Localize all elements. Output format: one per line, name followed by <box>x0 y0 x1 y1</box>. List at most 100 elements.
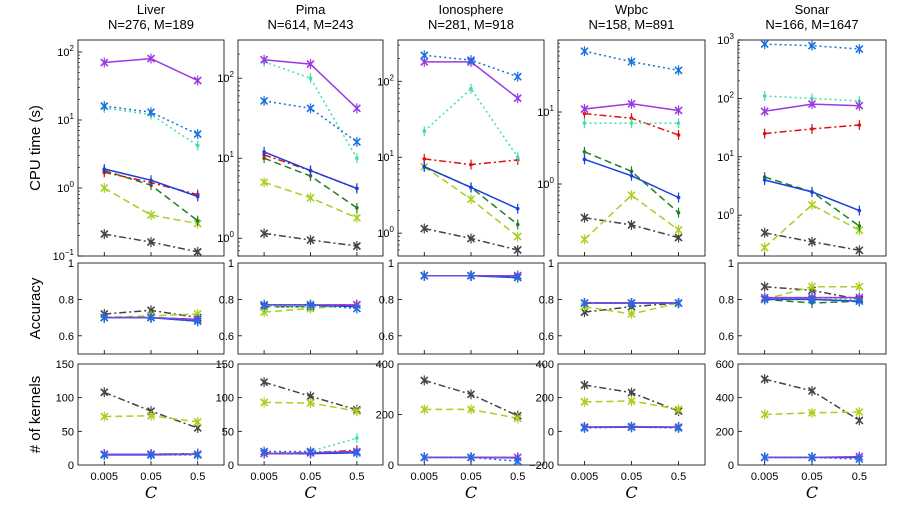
point-marker-black <box>513 245 522 255</box>
y-tick-label: 102 <box>717 90 734 105</box>
panel-title-name: Pima <box>296 2 326 17</box>
y-tick-label: 0.6 <box>539 331 554 343</box>
series-group <box>100 53 202 256</box>
series-line-bluex <box>764 43 860 50</box>
point-marker-red <box>762 131 767 136</box>
x-axis-label: C <box>806 483 818 502</box>
point-marker-yellowgreen <box>674 405 683 414</box>
point-marker-bluex <box>760 453 769 462</box>
point-marker-bluex <box>627 57 636 66</box>
y-tick-label: 0.8 <box>719 294 734 306</box>
panel-frame <box>397 39 545 257</box>
y-tick-label: 101 <box>717 149 734 164</box>
point-marker-purple <box>100 58 109 67</box>
point-marker-bluex <box>760 40 769 49</box>
point-marker-yellowgreen <box>855 282 864 291</box>
series-line-bluex <box>764 298 860 302</box>
point-marker-black <box>260 378 269 387</box>
y-tick-label: −200 <box>529 460 554 472</box>
x-tick-label: 0.005 <box>411 471 439 483</box>
point-marker-yellowgreen <box>807 282 817 291</box>
point-marker-yellowgreen <box>306 193 315 202</box>
y-tick-label: 1 <box>228 258 234 270</box>
point-marker-bluex <box>306 447 315 456</box>
point-marker-bluex <box>674 66 683 75</box>
point-marker-bluex <box>146 450 156 459</box>
panel-frame <box>77 39 225 257</box>
panel-title-stats: N=614, M=243 <box>267 17 353 32</box>
point-marker-cyan <box>195 143 200 148</box>
panel-pima-cpu: 100 101 102 <box>217 39 384 257</box>
point-marker-yellowgreen <box>580 397 589 406</box>
point-marker-black <box>807 237 817 246</box>
point-marker-cyan <box>676 121 681 125</box>
y-tick-label: 200 <box>716 426 734 438</box>
point-marker-black <box>146 238 156 247</box>
point-marker-bluex <box>146 313 156 322</box>
panel-frame <box>557 363 706 466</box>
y-tick-label: 0.8 <box>539 294 554 306</box>
point-marker-cyan <box>355 156 359 161</box>
panel-liver-acc: 0.6 0.8 1 <box>59 258 225 355</box>
point-marker-yellowgreen <box>807 200 817 209</box>
panel-sonar-acc: 0.6 0.8 1 <box>719 258 887 355</box>
point-marker-black <box>674 233 683 242</box>
point-marker-purple <box>420 57 429 66</box>
x-tick-label: 0.005 <box>91 471 119 483</box>
series-line-yellowgreen <box>583 194 679 240</box>
point-marker-bluex <box>260 447 269 456</box>
point-marker-red <box>422 157 427 161</box>
y-tick-label: 400 <box>716 393 734 405</box>
y-tick-label: 0.6 <box>59 331 74 343</box>
point-marker-cyan <box>308 76 313 80</box>
panel-title-name: Wpbc <box>615 2 649 17</box>
panel-title-stats: N=158, M=891 <box>588 17 674 32</box>
point-marker-black <box>627 388 636 397</box>
x-tick-label: 0.05 <box>621 471 642 483</box>
y-tick-label: 101 <box>537 104 554 119</box>
x-tick-label: 0.5 <box>852 471 867 483</box>
panel-wpbc-acc: 0.6 0.8 1 <box>539 258 706 355</box>
point-marker-yellowgreen <box>466 195 476 204</box>
y-tick-label: 10−1 <box>53 248 75 263</box>
series-group <box>760 374 864 465</box>
point-marker-bluex <box>760 295 769 304</box>
y-tick-label: 0 <box>728 460 734 472</box>
panel-frame <box>737 262 887 355</box>
panel-liver-ker: 0 50 100 150 0.005 0.05 0.5 C <box>56 359 225 502</box>
point-marker-purple <box>193 76 202 85</box>
panel-ionosphere-cpu: 100 101 102 <box>377 39 545 257</box>
point-marker-blue <box>857 208 862 213</box>
point-marker-yellowgreen <box>306 398 315 408</box>
point-marker-cyan <box>582 121 587 125</box>
point-marker-purple <box>306 60 315 69</box>
point-marker-blue <box>355 186 359 191</box>
point-marker-yellowgreen <box>627 309 636 319</box>
point-marker-bluex <box>627 298 636 308</box>
point-marker-bluex <box>100 313 109 322</box>
point-marker-purple <box>627 99 636 108</box>
panel-sonar-cpu: 100 101 102 103 <box>717 32 887 257</box>
point-marker-purple <box>352 104 361 113</box>
panel-sonar-ker: 0 200 400 600 0.005 0.05 0.5 C <box>716 359 887 502</box>
series-group <box>100 305 202 327</box>
point-marker-blue <box>308 168 313 173</box>
point-marker-blue <box>469 185 473 190</box>
point-marker-red <box>810 127 814 131</box>
point-marker-black <box>352 241 361 251</box>
point-marker-purple <box>807 99 817 109</box>
point-marker-black <box>580 380 589 390</box>
point-marker-bluex <box>352 304 361 313</box>
point-marker-bluex <box>627 423 636 432</box>
y-tick-label: 200 <box>536 393 554 405</box>
point-marker-bluex <box>306 104 315 113</box>
x-axis-label: C <box>145 483 157 502</box>
point-marker-red <box>857 123 862 127</box>
point-marker-black <box>306 235 315 245</box>
point-marker-bluex <box>420 51 429 60</box>
point-marker-black <box>760 375 769 384</box>
point-marker-yellowgreen <box>100 183 109 193</box>
point-marker-black <box>580 213 589 222</box>
point-marker-purple <box>580 104 589 114</box>
